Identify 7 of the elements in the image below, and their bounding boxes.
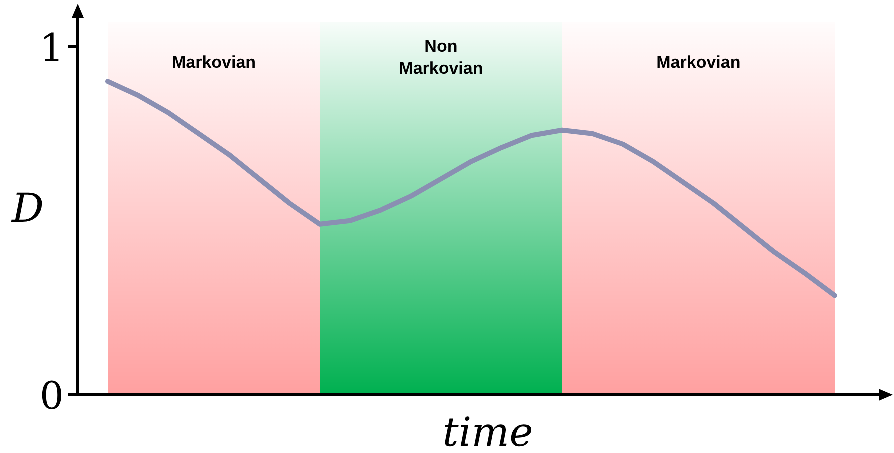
x-axis-title: time <box>442 410 534 453</box>
y-axis-title: D <box>10 186 44 232</box>
annotation: Non Markovian <box>399 37 484 78</box>
y-tick-label: 1 <box>40 26 64 70</box>
y-tick-label: 0 <box>40 374 64 418</box>
annotation: Markovian <box>172 53 256 72</box>
annotation: Markovian <box>656 53 741 72</box>
